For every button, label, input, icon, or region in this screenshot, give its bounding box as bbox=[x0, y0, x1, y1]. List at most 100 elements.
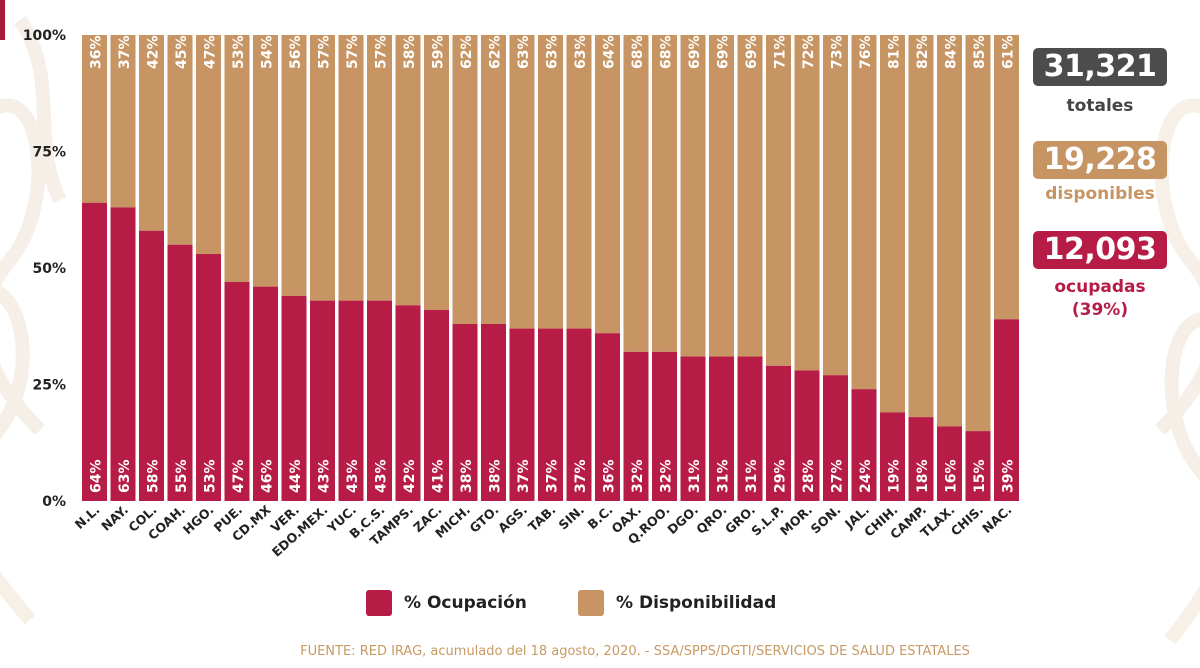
data-label-ocupacion: 39% bbox=[1001, 459, 1017, 493]
data-label-ocupacion: 29% bbox=[773, 459, 789, 493]
data-label-ocupacion: 37% bbox=[516, 459, 532, 493]
data-label-disponibilidad: 69% bbox=[687, 35, 703, 69]
data-label-ocupacion: 28% bbox=[801, 459, 817, 493]
bar-disponibilidad bbox=[281, 35, 307, 296]
x-tick-label: NAC. bbox=[979, 502, 1014, 536]
ocupadas-pct: (39%) bbox=[1071, 300, 1129, 320]
bar-ocupacion bbox=[395, 305, 421, 501]
y-tick-label: 100% bbox=[23, 28, 66, 44]
x-tick-label: DGO. bbox=[664, 502, 701, 537]
bar-ocupacion bbox=[851, 389, 877, 501]
bar-disponibilidad bbox=[566, 35, 592, 329]
data-label-disponibilidad: 76% bbox=[858, 35, 874, 69]
bar-disponibilidad bbox=[737, 35, 763, 357]
data-label-disponibilidad: 61% bbox=[1001, 35, 1017, 69]
bar-disponibilidad bbox=[965, 35, 991, 432]
data-label-ocupacion: 41% bbox=[431, 459, 447, 493]
y-tick-label: 0% bbox=[42, 494, 66, 510]
bar-ocupacion bbox=[766, 365, 791, 501]
data-label-disponibilidad: 69% bbox=[716, 35, 732, 69]
data-label-disponibilidad: 62% bbox=[488, 35, 504, 69]
bar-ocupacion bbox=[338, 300, 364, 501]
y-tick-label: 50% bbox=[32, 261, 66, 277]
data-label-disponibilidad: 84% bbox=[944, 35, 960, 69]
bar-ocupacion bbox=[709, 356, 734, 501]
bar-ocupacion bbox=[794, 370, 820, 501]
bar-disponibilidad bbox=[82, 35, 107, 203]
bar-ocupacion bbox=[823, 375, 848, 501]
data-label-ocupacion: 24% bbox=[858, 459, 874, 493]
data-label-ocupacion: 16% bbox=[944, 459, 960, 493]
x-tick-label: AGS. bbox=[495, 502, 530, 536]
bar-disponibilidad bbox=[937, 35, 962, 427]
bar-ocupacion bbox=[481, 323, 506, 501]
data-label-disponibilidad: 71% bbox=[773, 35, 789, 69]
data-label-ocupacion: 43% bbox=[345, 459, 361, 493]
bar-disponibilidad bbox=[908, 35, 934, 418]
data-label-ocupacion: 64% bbox=[89, 459, 105, 493]
bar-disponibilidad bbox=[595, 35, 620, 334]
x-tick-label: QRO. bbox=[693, 502, 729, 537]
bar-disponibilidad bbox=[880, 35, 905, 413]
bar-ocupacion bbox=[623, 351, 649, 501]
data-label-disponibilidad: 45% bbox=[174, 35, 190, 69]
bar-ocupacion bbox=[310, 300, 335, 501]
data-label-ocupacion: 44% bbox=[288, 459, 304, 493]
bar-disponibilidad bbox=[709, 35, 734, 357]
bar-disponibilidad bbox=[367, 35, 392, 301]
data-label-ocupacion: 38% bbox=[459, 459, 475, 493]
data-label-disponibilidad: 81% bbox=[887, 35, 903, 69]
data-label-ocupacion: 32% bbox=[630, 459, 646, 493]
bar-disponibilidad bbox=[766, 35, 791, 366]
x-tick-label: SIN. bbox=[556, 502, 587, 532]
data-label-ocupacion: 31% bbox=[716, 459, 732, 493]
data-label-disponibilidad: 53% bbox=[231, 35, 247, 69]
bar-ocupacion bbox=[139, 230, 164, 501]
disponibles-value-box: 19,228 bbox=[1033, 141, 1167, 179]
bar-ocupacion bbox=[908, 417, 934, 501]
legend-swatch-disponibilidad bbox=[578, 590, 604, 616]
bar-ocupacion bbox=[737, 356, 763, 501]
data-label-ocupacion: 31% bbox=[744, 459, 760, 493]
ocupadas-label: ocupadas bbox=[1054, 277, 1146, 297]
data-label-disponibilidad: 56% bbox=[288, 35, 304, 69]
data-label-disponibilidad: 64% bbox=[602, 35, 618, 69]
bar-disponibilidad bbox=[994, 35, 1019, 320]
data-label-ocupacion: 46% bbox=[260, 459, 276, 493]
bar-ocupacion bbox=[652, 351, 677, 501]
legend-label-disponibilidad: % Disponibilidad bbox=[616, 593, 777, 613]
data-label-disponibilidad: 63% bbox=[516, 35, 532, 69]
data-label-ocupacion: 38% bbox=[488, 459, 504, 493]
data-label-disponibilidad: 47% bbox=[203, 35, 219, 69]
disponibles-label: disponibles bbox=[1045, 184, 1155, 204]
data-label-disponibilidad: 69% bbox=[744, 35, 760, 69]
data-label-disponibilidad: 57% bbox=[345, 35, 361, 69]
data-label-ocupacion: 53% bbox=[203, 459, 219, 493]
data-label-disponibilidad: 62% bbox=[459, 35, 475, 69]
data-label-ocupacion: 31% bbox=[687, 459, 703, 493]
bar-ocupacion bbox=[253, 286, 278, 501]
data-label-disponibilidad: 59% bbox=[431, 35, 447, 69]
data-label-ocupacion: 32% bbox=[659, 459, 675, 493]
bar-disponibilidad bbox=[110, 35, 136, 208]
data-label-ocupacion: 37% bbox=[545, 459, 561, 493]
bar-disponibilidad bbox=[623, 35, 649, 352]
bar-disponibilidad bbox=[481, 35, 506, 324]
bar-disponibilidad bbox=[538, 35, 563, 329]
data-label-ocupacion: 47% bbox=[231, 459, 247, 493]
legend-item-disponibilidad: % Disponibilidad bbox=[578, 589, 776, 617]
bar-ocupacion bbox=[196, 254, 221, 501]
data-label-disponibilidad: 68% bbox=[630, 35, 646, 69]
ocupadas-value-box: 12,093 bbox=[1033, 231, 1167, 269]
bar-disponibilidad bbox=[395, 35, 421, 306]
accent-strip bbox=[0, 0, 5, 40]
bar-ocupacion bbox=[965, 431, 991, 501]
stacked-bar-chart: 0% 25% 50% 75% 100% 64% 36% N.L. 63% 37% NAY. 58% 42… bbox=[23, 28, 1019, 560]
data-label-ocupacion: 42% bbox=[402, 459, 418, 493]
data-label-disponibilidad: 57% bbox=[374, 35, 390, 69]
data-label-ocupacion: 19% bbox=[887, 459, 903, 493]
bar-disponibilidad bbox=[224, 35, 250, 282]
bar-ocupacion bbox=[424, 309, 449, 501]
data-label-disponibilidad: 36% bbox=[89, 35, 105, 69]
data-label-ocupacion: 63% bbox=[117, 459, 133, 493]
